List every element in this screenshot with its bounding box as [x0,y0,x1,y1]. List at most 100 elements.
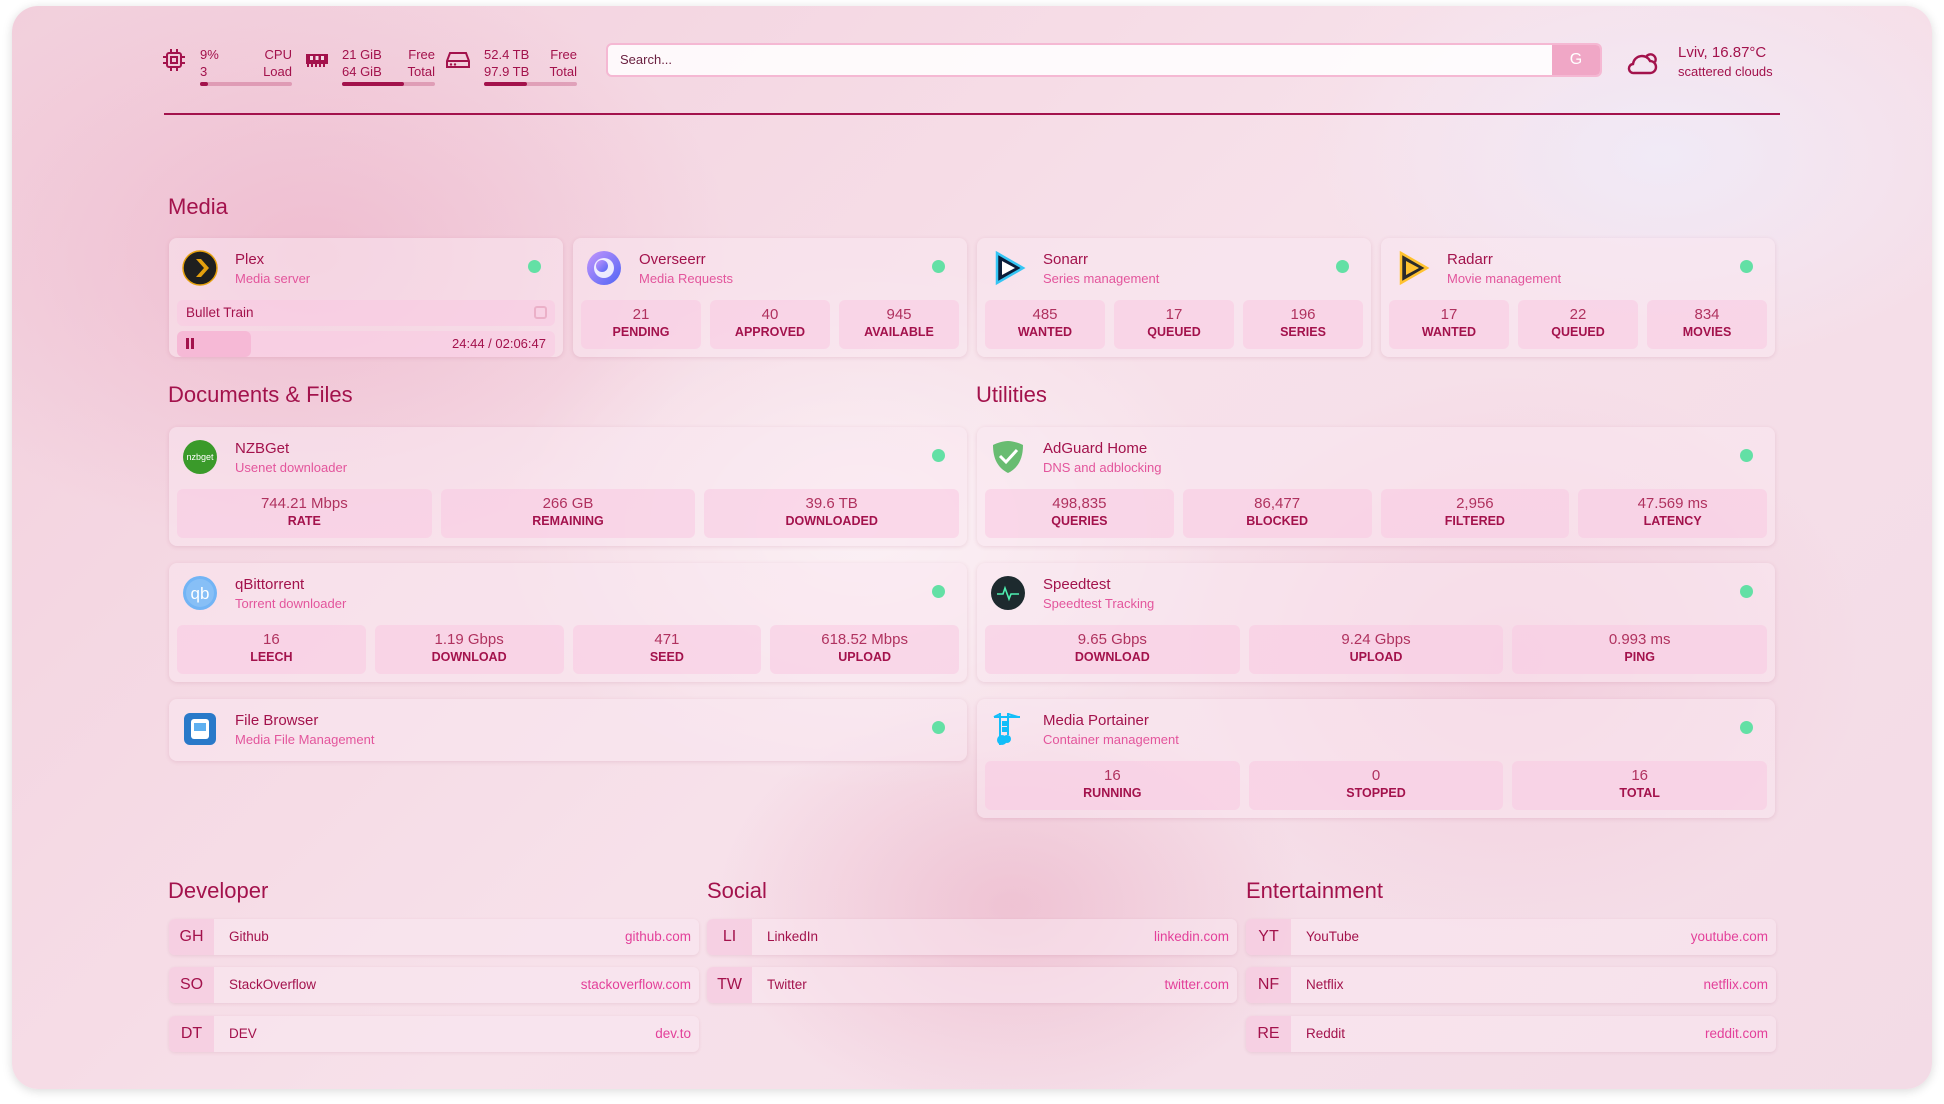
free-label: Free [408,47,435,62]
radarr-icon [1394,250,1430,286]
group-title-utilities: Utilities [976,382,1047,407]
service-card-overseerr[interactable]: Overseerr Media Requests 21 PENDING 40 APPROV… [573,238,967,357]
status-indicator [528,260,541,273]
stat-block: 86,477 BLOCKED [1182,489,1372,538]
service-stats: 21 PENDING 40 APPROVED 945 AVAILABLE [581,300,959,349]
service-stats: 16 RUNNING 0 STOPPED 16 TOTAL [985,761,1768,810]
search-placeholder: Search... [620,52,673,67]
status-indicator [1740,260,1753,273]
stat-block: 471 SEED [572,625,762,674]
stat-block: 0 STOPPED [1248,761,1504,810]
pause-button[interactable] [186,338,194,349]
cloud-icon [1627,53,1658,75]
service-card-speedtest[interactable]: Speedtest Speedtest Tracking 9.65 Gbps DOWN… [977,563,1775,682]
bookmark-url[interactable]: dev.to [655,1026,691,1041]
nzbget-icon: nzbget [182,439,218,475]
bookmark-abbr: YT [1246,919,1291,955]
disk-free-value: 52.4 TB [484,47,530,62]
search-button[interactable]: G [1552,45,1600,75]
bookmark-abbr: DT [169,1016,214,1052]
stat-value: 22 [1569,306,1587,323]
bookmark-youtube[interactable]: YT YouTube youtube.com [1246,919,1776,955]
service-card-adguard[interactable]: AdGuard Home DNS and adblocking 498,835 QUE… [977,427,1775,546]
stat-label: UPLOAD [1349,650,1403,664]
service-name: File Browser [235,712,319,729]
disk-bar-fill [484,82,527,86]
service-stats: 9.65 Gbps DOWNLOAD 9.24 Gbps UPLOAD 0.993 ms… [985,625,1768,674]
stat-value: 21 [632,306,650,323]
playback-time: 24:44 / 02:06:47 [452,336,546,351]
service-description: Media server [235,271,311,286]
service-card-plex[interactable]: Plex Media server Bullet Train 24:44 / 02:0… [169,238,563,357]
stat-label: RUNNING [1083,786,1142,800]
bookmark-url[interactable]: youtube.com [1690,929,1768,944]
stat-value: 39.6 TB [805,495,858,512]
stat-value: 0.993 ms [1608,631,1671,648]
bookmark-reddit[interactable]: RE Reddit reddit.com [1246,1016,1776,1052]
cpu-bar-fill [200,82,209,86]
stat-block: 618.52 Mbps UPLOAD [770,625,959,674]
service-card-sonarr[interactable]: Sonarr Series management 485 WANTED 17 QUEUED… [977,238,1371,357]
stat-value: 16 [263,631,280,648]
bookmark-url[interactable]: stackoverflow.com [580,977,691,992]
load-label: Load [263,64,292,79]
plex-icon [182,250,218,286]
service-stats: 17 WANTED 22 QUEUED 834 MOVIES [1389,300,1767,349]
disk-icon [446,52,470,68]
overseerr-icon [586,250,622,286]
disk-widget: 52.4 TB 97.9 TB Free Total [484,42,577,90]
memory-icon [306,54,328,67]
bookmark-url[interactable]: github.com [624,929,691,944]
service-description: Series management [1043,271,1160,286]
service-name: AdGuard Home [1043,440,1148,457]
bookmark-url[interactable]: reddit.com [1704,1026,1768,1041]
service-name: NZBGet [235,440,290,457]
service-name: Media Portainer [1043,712,1149,729]
service-stats: 498,835 QUERIES 86,477 BLOCKED 2,956 FILTERED… [985,489,1767,538]
stat-label: QUEUED [1147,325,1201,339]
bookmark-name: DEV [229,1026,257,1041]
bookmark-twitter[interactable]: TW Twitter twitter.com [707,967,1237,1003]
speedtest-icon [990,575,1026,611]
cpu-cores: 3 [200,64,208,79]
bookmark-abbr: SO [169,967,214,1003]
bookmark-url[interactable]: twitter.com [1164,977,1229,992]
service-name: Speedtest [1043,576,1111,593]
service-description: Torrent downloader [235,596,347,611]
search-input[interactable]: Search... G [606,43,1602,77]
group-title-social: Social [707,878,767,903]
stat-value: 0 [1371,767,1381,784]
status-indicator [932,585,945,598]
bookmark-netflix[interactable]: NF Netflix netflix.com [1246,967,1776,1003]
stat-value: 16 [1631,767,1649,784]
bookmark-github[interactable]: GH Github github.com [169,919,699,955]
now-playing-title-row: Bullet Train [177,300,555,326]
dashboard-window: 9% 3 CPU Load 21 GiB 64 GiB Free Total 52.4 … [12,6,1932,1089]
stat-value: 16 [1103,767,1121,784]
bookmark-stackoverflow[interactable]: SO StackOverflow stackoverflow.com [169,967,699,1003]
service-card-portainer[interactable]: Media Portainer Container management 16 RUN… [977,699,1775,818]
bookmark-linkedin[interactable]: LI LinkedIn linkedin.com [707,919,1237,955]
stat-value: 1.19 Gbps [434,631,504,648]
service-card-qbittorrent[interactable]: qb qBittorrent Torrent downloader 16 LEECH 1.… [169,563,967,682]
bookmark-abbr: LI [707,919,752,955]
stat-block: 17 WANTED [1389,300,1509,349]
stat-label: SERIES [1280,325,1326,339]
stat-label: RATE [287,514,321,528]
stat-block: 16 RUNNING [985,761,1240,810]
service-card-nzbget[interactable]: nzbget NZBGet Usenet downloader 744.21 Mbps… [169,427,967,546]
stat-label: SEED [649,650,684,664]
service-card-radarr[interactable]: Radarr Movie management 17 WANTED 22 QUEUED 83… [1381,238,1775,357]
stat-block: 498,835 QUERIES [985,489,1174,538]
bookmark-dev[interactable]: DT DEV dev.to [169,1016,699,1052]
bookmark-url[interactable]: linkedin.com [1153,929,1229,944]
service-description: Media Requests [639,271,733,286]
stat-block: 834 MOVIES [1647,300,1767,349]
playback-progress-fill [177,331,251,357]
service-card-filebrowser[interactable]: File Browser Media File Management [169,699,967,761]
service-description: Movie management [1447,271,1562,286]
weather-location: Lviv, 16.87°C [1678,44,1767,61]
bookmark-url[interactable]: netflix.com [1703,977,1768,992]
bookmark-name: YouTube [1306,929,1360,944]
stat-value: 618.52 Mbps [821,631,908,648]
